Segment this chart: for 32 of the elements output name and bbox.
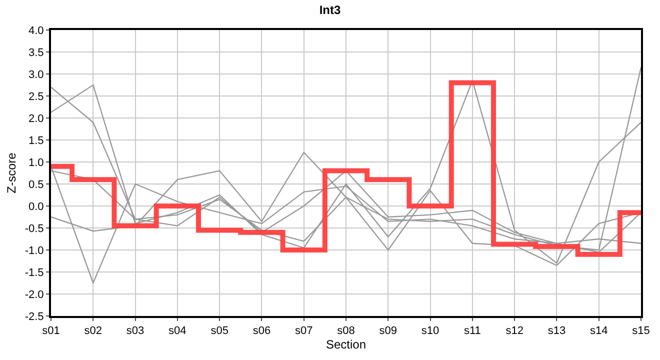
x-tick-label: s12 — [506, 325, 524, 338]
x-tick-label: s01 — [42, 325, 60, 338]
x-tick-label: s04 — [168, 325, 186, 338]
y-tick-label: 4.0 — [28, 24, 44, 37]
x-tick-label: s11 — [464, 325, 481, 338]
x-tick-label: s05 — [210, 325, 228, 338]
y-tick-label: 2.0 — [28, 112, 44, 125]
x-tick-label: s15 — [632, 325, 650, 338]
y-tick-label: 3.5 — [28, 46, 44, 59]
y-tick-label: 0.0 — [28, 200, 44, 213]
y-tick-label: 1.5 — [28, 134, 44, 147]
y-tick-label: 0.5 — [28, 178, 44, 191]
y-tick-label: 2.5 — [28, 90, 44, 103]
y-tick-label: 3.0 — [28, 68, 44, 81]
y-tick-label: -2.5 — [24, 310, 44, 323]
x-tick-label: s08 — [337, 325, 355, 338]
x-tick-label: s09 — [379, 325, 398, 338]
x-axis-title: Section — [326, 338, 366, 352]
x-tick-label: s13 — [548, 325, 566, 338]
x-tick-label: s07 — [294, 325, 313, 338]
y-tick-label: -1.5 — [24, 266, 44, 279]
y-tick-label: 1.0 — [28, 156, 44, 169]
y-tick-label: -0.5 — [24, 222, 44, 235]
chart-title: Int3 — [319, 2, 341, 17]
x-tick-label: s06 — [252, 325, 271, 338]
y-tick-label: -1.0 — [24, 244, 44, 257]
x-tick-label: s03 — [126, 325, 144, 338]
y-tick-label: -2.0 — [24, 288, 44, 301]
x-tick-label: s10 — [421, 325, 440, 338]
y-axis-title: Z-score — [4, 152, 19, 194]
x-tick-label: s02 — [84, 325, 102, 338]
x-tick-label: s14 — [590, 325, 608, 338]
